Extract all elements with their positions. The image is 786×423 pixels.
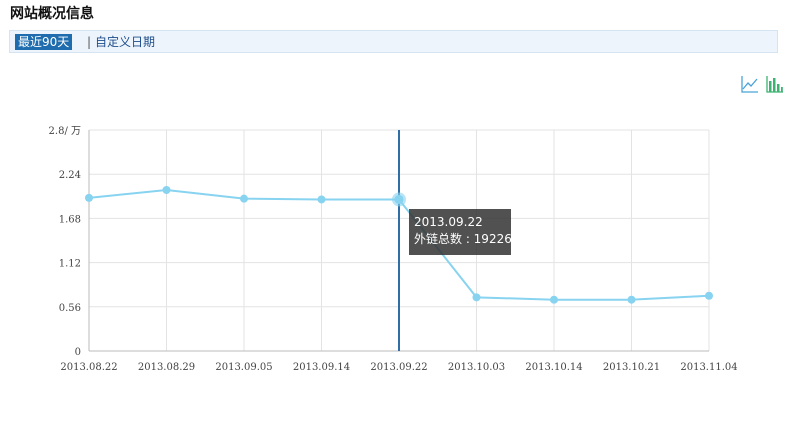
x-tick-label: 2013.09.14 bbox=[293, 362, 350, 373]
x-tick-label: 2013.09.05 bbox=[215, 362, 272, 373]
y-tick-label: 2.8/ 万 bbox=[49, 126, 81, 137]
x-tick-label: 2013.11.04 bbox=[680, 362, 737, 373]
data-point bbox=[317, 195, 326, 204]
range-separator: | bbox=[87, 35, 92, 49]
x-tick-label: 2013.10.21 bbox=[603, 362, 660, 373]
chart-tooltip: 2013.09.22 外链总数 : 19226 bbox=[409, 209, 512, 255]
y-tick-label: 1.68 bbox=[59, 214, 81, 225]
data-point bbox=[550, 295, 558, 304]
data-point bbox=[627, 295, 636, 304]
page-title: 网站概况信息 bbox=[10, 6, 94, 22]
data-point-highlight bbox=[394, 194, 404, 204]
x-tick-label: 2013.10.14 bbox=[525, 362, 582, 373]
tooltip-label: 外链总数 : 19226 bbox=[414, 232, 512, 246]
y-tick-label: 0 bbox=[75, 347, 81, 358]
y-tick-label: 0.56 bbox=[59, 303, 81, 314]
x-tick-label: 2013.08.22 bbox=[60, 362, 117, 373]
x-tick-label: 2013.08.29 bbox=[138, 362, 195, 373]
data-point bbox=[240, 194, 248, 203]
data-point bbox=[705, 291, 713, 300]
y-tick-label: 1.12 bbox=[59, 259, 81, 270]
date-range-bar: 最近90天 | 自定义日期 bbox=[9, 30, 778, 53]
bar-chart-icon[interactable] bbox=[765, 74, 785, 94]
data-point bbox=[162, 185, 171, 194]
tooltip-date: 2013.09.22 bbox=[414, 215, 483, 229]
data-point bbox=[472, 293, 481, 302]
y-tick-label: 2.24 bbox=[59, 170, 81, 181]
data-point bbox=[85, 193, 93, 202]
range-custom-date-link[interactable]: 自定义日期 bbox=[95, 35, 156, 49]
line-chart-icon[interactable] bbox=[740, 74, 760, 94]
range-last-90-days-tab[interactable]: 最近90天 bbox=[15, 34, 73, 50]
x-tick-label: 2013.09.22 bbox=[370, 362, 427, 373]
x-tick-label: 2013.10.03 bbox=[448, 362, 505, 373]
